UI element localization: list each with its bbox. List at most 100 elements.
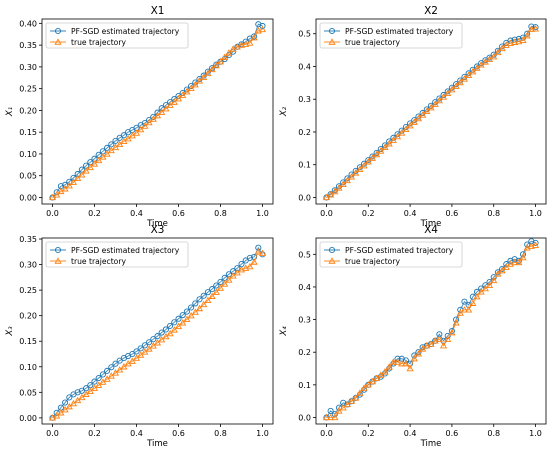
data-point (258, 249, 267, 257)
x-tick-label: 0.0 (320, 209, 333, 218)
data-point (431, 100, 439, 107)
data-point (149, 342, 157, 349)
data-point (174, 94, 183, 102)
legend-marker (54, 246, 62, 254)
legend: PF-SGD estimated trajectory true trajecto… (319, 241, 463, 268)
y-tick-label: 0.2 (298, 348, 311, 357)
data-point (175, 315, 182, 322)
data-point (331, 413, 339, 421)
data-point (74, 389, 81, 396)
legend: PF-SGD estimated trajectory true trajecto… (319, 22, 463, 49)
data-point (225, 49, 233, 56)
y-axis-label: X₂ (279, 106, 289, 117)
data-point (485, 281, 494, 289)
data-point (419, 111, 427, 118)
chart-title: X3 (151, 224, 165, 236)
data-point (531, 241, 540, 248)
data-point (170, 326, 178, 333)
data-point (448, 327, 455, 335)
data-point (339, 403, 347, 411)
data-point (477, 288, 485, 295)
data-point (406, 364, 414, 372)
x-axis-label: Time (146, 439, 168, 449)
y-tick-label: 0.1 (298, 381, 311, 390)
data-point (153, 339, 162, 346)
x-tick-label: 0.4 (404, 429, 417, 438)
data-point (415, 349, 422, 356)
subplot-x4: X4 0.0 0.2 0.4 0.6 0.8 1.0 0.0 0.1 0.2 0.3 0.4 0.5 Ti… (279, 224, 547, 449)
y-tick-label: 0.1 (298, 161, 311, 170)
data-point (91, 378, 98, 385)
data-point (221, 280, 229, 287)
x-tick-label: 1.0 (529, 209, 542, 218)
data-point (78, 171, 86, 178)
data-point (242, 40, 250, 47)
data-point (469, 299, 477, 306)
data-point (99, 378, 107, 385)
data-point (360, 384, 368, 391)
data-point (154, 333, 161, 340)
x-tick-label: 0.8 (487, 209, 500, 218)
data-point (527, 25, 535, 32)
data-point (86, 163, 94, 171)
data-point (208, 292, 216, 299)
x-tick-label: 0.4 (404, 209, 417, 218)
data-point (141, 348, 149, 355)
data-point (162, 104, 170, 112)
y-axis-label: X₃ (5, 326, 15, 337)
data-point (385, 140, 393, 147)
data-point (221, 53, 229, 60)
data-point (120, 363, 128, 370)
legend-label: true trajectory (345, 257, 400, 266)
data-point (322, 413, 331, 421)
data-point (208, 65, 216, 73)
data-point (149, 115, 157, 122)
data-point (465, 306, 473, 313)
legend-marker (328, 38, 336, 45)
data-point (104, 367, 111, 374)
data-point (132, 129, 141, 136)
data-point (368, 377, 377, 385)
chart-title: X1 (151, 5, 165, 17)
data-point (213, 282, 220, 289)
chart-title: X2 (424, 5, 438, 17)
data-point (250, 258, 258, 265)
data-point (448, 85, 456, 93)
x-tick-label: 0.6 (172, 429, 185, 438)
legend-box (319, 22, 463, 49)
x-tick-label: 0.2 (88, 209, 101, 218)
data-point (57, 409, 65, 416)
data-point (66, 394, 73, 401)
data-point (192, 300, 199, 307)
y-tick-label: 0.15 (19, 128, 37, 137)
data-point (204, 69, 212, 77)
x-axis-label: Time (420, 439, 442, 449)
x-tick-label: 1.0 (529, 429, 542, 438)
x-tick-label: 0.6 (172, 209, 185, 218)
y-tick-label: 0.4 (298, 283, 311, 292)
x-tick-label: 0.2 (362, 429, 375, 438)
data-point (381, 368, 389, 375)
data-point (385, 363, 393, 370)
data-point (490, 52, 498, 60)
data-point (171, 319, 178, 326)
data-point (435, 335, 443, 342)
data-point (179, 319, 187, 326)
series-line (52, 246, 263, 419)
data-point (158, 335, 166, 343)
data-point (427, 104, 435, 111)
data-point (195, 304, 204, 312)
data-point (402, 357, 409, 364)
subplot-x1: X1 0.0 0.2 0.4 0.6 0.8 1.0 0.00 0.05 0.10 0.15 0.20… (5, 5, 274, 229)
data-point (523, 31, 531, 39)
data-point (423, 107, 431, 115)
data-point (410, 118, 418, 125)
y-tick-label: 0.40 (19, 19, 37, 28)
y-tick-label: 0.05 (19, 388, 37, 397)
legend-marker (328, 257, 336, 264)
x-tick-label: 1.0 (256, 429, 269, 438)
data-point (137, 125, 145, 133)
data-point (531, 25, 540, 32)
data-point (237, 41, 246, 48)
